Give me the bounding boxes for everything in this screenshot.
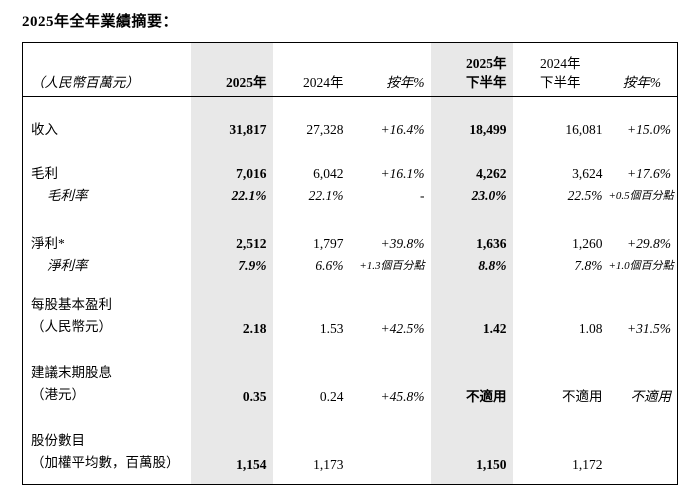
- value-cell: 2.18: [190, 275, 273, 338]
- value-cell: 16,081: [565, 122, 603, 137]
- row-basic-eps: 每股基本盈利 （人民幣元） 2.18 1.53 +42.5% 1.42 1.08…: [23, 275, 678, 338]
- value-cell: 22.1%: [308, 188, 344, 203]
- value-cell: 1,260: [572, 236, 603, 251]
- value-cell: 23.0%: [430, 183, 513, 205]
- value-cell: 0.35: [190, 338, 273, 406]
- value-cell: [350, 406, 431, 485]
- row-revenue: 收入 31,817 27,328 +16.4% 18,499 16,081 +1…: [23, 96, 678, 139]
- value-cell: 7.9%: [190, 253, 273, 275]
- value-cell: 2,512: [190, 205, 273, 253]
- row-label: 每股基本盈利 （人民幣元）: [31, 297, 112, 334]
- value-cell: 1.42: [430, 275, 513, 338]
- value-cell: 18,499: [430, 96, 513, 139]
- column-header-fy2025: 2025年: [190, 42, 273, 97]
- value-cell: +16.4%: [380, 122, 425, 137]
- value-cell: 不適用: [562, 389, 603, 404]
- value-cell: 1,173: [313, 457, 344, 472]
- column-header-yoy-h2: 按年%: [608, 42, 678, 97]
- document-page: 2025年全年業績摘要： （人民幣百萬元） 2025年 2024年 按年% 20…: [22, 14, 678, 485]
- row-label: 毛利: [31, 166, 58, 181]
- value-cell: +29.8%: [627, 236, 671, 251]
- value-cell: 6,042: [313, 166, 344, 181]
- row-label: 收入: [31, 122, 58, 137]
- value-cell: 8.8%: [430, 253, 513, 275]
- row-gross-margin: 毛利率 22.1% 22.1% - 23.0% 22.5% +0.5個百分點: [23, 183, 678, 205]
- value-cell: 1,172: [572, 457, 603, 472]
- value-cell: 3,624: [572, 166, 603, 181]
- value-cell: +15.0%: [627, 122, 671, 137]
- value-cell: 1,636: [430, 205, 513, 253]
- column-header-h2-2025: 2025年 下半年: [430, 42, 513, 97]
- row-net-margin: 淨利率 7.9% 6.6% +1.3個百分點 8.8% 7.8% +1.0個百分…: [23, 253, 678, 275]
- results-summary-table: （人民幣百萬元） 2025年 2024年 按年% 2025年 下半年 2024年…: [22, 42, 678, 485]
- row-label: 毛利率: [47, 188, 88, 203]
- value-cell: +1.3個百分點: [359, 260, 425, 272]
- row-net-profit: 淨利* 2,512 1,797 +39.8% 1,636 1,260 +29.8…: [23, 205, 678, 253]
- value-cell: 1.08: [578, 321, 603, 336]
- unit-note: （人民幣百萬元）: [22, 42, 191, 97]
- value-cell: +17.6%: [627, 166, 671, 181]
- value-cell: [609, 406, 678, 485]
- value-cell: 7,016: [190, 139, 273, 183]
- value-cell: 6.6%: [315, 258, 344, 273]
- value-cell: -: [420, 188, 425, 203]
- row-gross-profit: 毛利 7,016 6,042 +16.1% 4,262 3,624 +17.6%: [23, 139, 678, 183]
- value-cell: 22.5%: [567, 188, 603, 203]
- value-cell: 27,328: [306, 122, 344, 137]
- header-row: （人民幣百萬元） 2025年 2024年 按年% 2025年 下半年 2024年…: [22, 42, 678, 97]
- value-cell: 22.1%: [190, 183, 273, 205]
- value-cell: 1,797: [313, 236, 344, 251]
- value-cell: 4,262: [430, 139, 513, 183]
- value-cell: +42.5%: [380, 321, 425, 336]
- column-header-yoy: 按年%: [349, 42, 431, 97]
- value-cell: 不適用: [430, 338, 513, 406]
- row-final-dividend: 建議末期股息 （港元） 0.35 0.24 +45.8% 不適用 不適用 不適用: [23, 338, 678, 406]
- value-cell: 31,817: [190, 96, 273, 139]
- value-cell: 1,150: [430, 406, 513, 485]
- value-cell: +1.0個百分點: [608, 260, 674, 272]
- value-cell: +31.5%: [627, 321, 671, 336]
- row-share-count: 股份數目 （加權平均數，百萬股） 1,154 1,173 1,150 1,172: [23, 406, 678, 485]
- value-cell: 不適用: [630, 389, 672, 404]
- value-cell: +45.8%: [380, 389, 425, 404]
- value-cell: +0.5個百分點: [608, 190, 674, 202]
- value-cell: +16.1%: [380, 166, 425, 181]
- row-label: 建議末期股息 （港元）: [31, 365, 112, 402]
- row-label: 股份數目 （加權平均數，百萬股）: [31, 433, 180, 470]
- value-cell: 1.53: [319, 321, 344, 336]
- value-cell: 1,154: [190, 406, 273, 485]
- value-cell: 7.8%: [574, 258, 603, 273]
- row-label: 淨利率: [47, 258, 88, 273]
- value-cell: +39.8%: [380, 236, 425, 251]
- column-header-h2-2024: 2024年 下半年: [512, 42, 609, 97]
- value-cell: 0.24: [319, 389, 344, 404]
- page-title: 2025年全年業績摘要：: [22, 14, 179, 30]
- row-label: 淨利*: [31, 236, 65, 251]
- column-header-fy2024: 2024年: [272, 42, 350, 97]
